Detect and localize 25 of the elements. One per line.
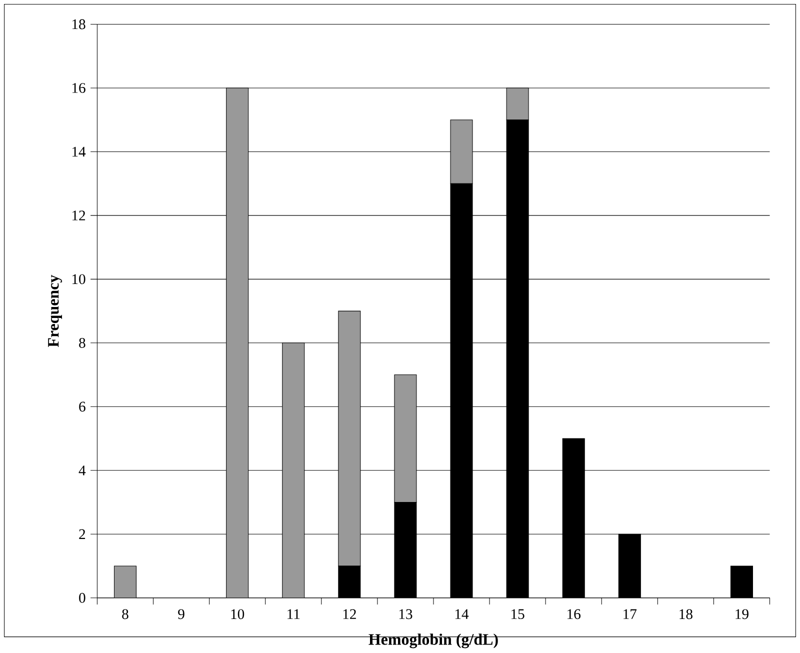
bar [114, 566, 136, 598]
y-tick-label: 18 [72, 19, 86, 30]
x-tick-label: 11 [288, 609, 300, 620]
x-tick-label: 14 [455, 609, 469, 620]
y-tick-label: 14 [72, 147, 86, 157]
y-tick-label: 0 [79, 593, 86, 603]
y-axis-title: Frequency [48, 275, 62, 348]
x-tick-label: 13 [399, 609, 412, 620]
x-tick-label: 15 [512, 609, 524, 620]
x-tick-label: 19 [736, 609, 748, 620]
y-tick-label: 6 [79, 402, 86, 412]
x-axis-title: Hemoglobin (g/dL) [368, 634, 498, 648]
x-tick-label: 17 [624, 609, 637, 620]
y-tick-label: 16 [72, 83, 86, 94]
x-tick-label: 12 [343, 609, 356, 620]
x-tick-label: 18 [680, 609, 692, 620]
y-tick-label: 12 [72, 210, 86, 220]
x-tick-label: 16 [568, 609, 580, 620]
x-tick-label: 8 [122, 609, 128, 620]
y-tick-label: 10 [72, 274, 86, 284]
y-tick-label: 2 [79, 529, 86, 540]
y-tick-label: 4 [78, 466, 86, 476]
x-tick-label: 9 [178, 609, 184, 620]
x-tick-label: 10 [231, 609, 244, 620]
y-tick-label: 8 [79, 338, 86, 348]
